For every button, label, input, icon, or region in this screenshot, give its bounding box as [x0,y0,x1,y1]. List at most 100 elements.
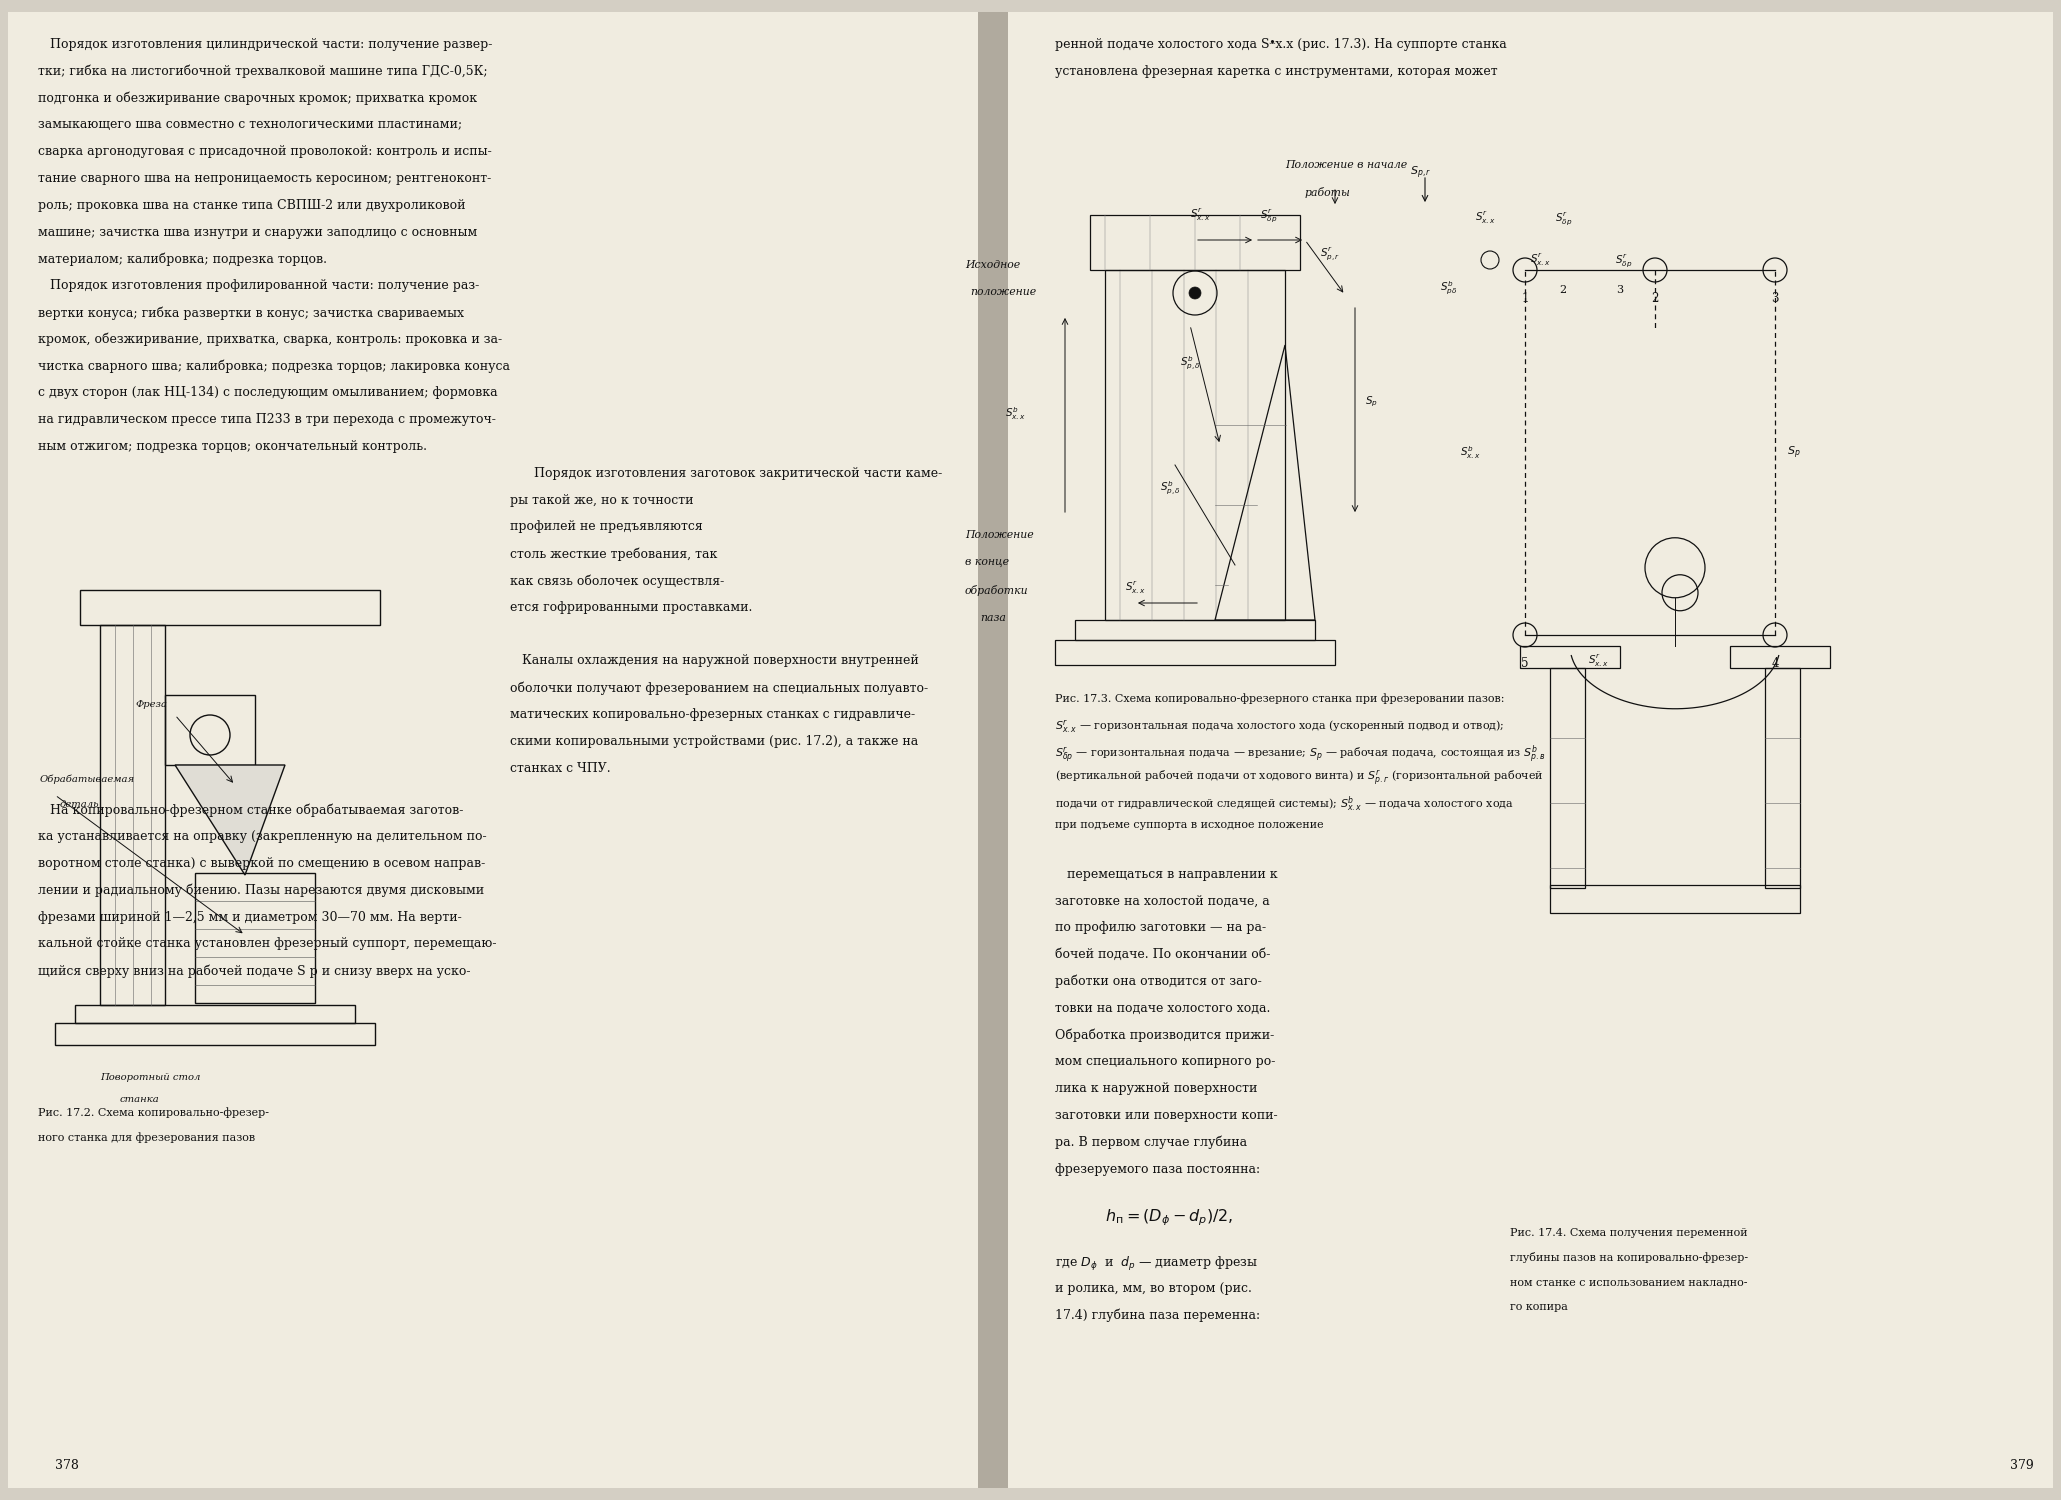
Text: лении и радиальному биению. Пазы нарезаются двумя дисковыми: лении и радиальному биению. Пазы нарезаю… [37,884,484,897]
Bar [8,12,979,1488]
Text: Фреза: Фреза [136,700,167,709]
Bar [1105,270,1284,620]
Text: кромок, обезжиривание, прихватка, сварка, контроль: проковка и за-: кромок, обезжиривание, прихватка, сварка… [37,333,503,346]
Bar [1764,668,1799,888]
Text: заготовки или поверхности копи-: заготовки или поверхности копи- [1055,1108,1278,1122]
Text: мом специального копирного ро-: мом специального копирного ро- [1055,1056,1276,1068]
Text: работки она отводится от заго-: работки она отводится от заго- [1055,975,1261,988]
Text: столь жесткие требования, так: столь жесткие требования, так [509,548,717,561]
Text: $S_{p,r}$: $S_{p,r}$ [1410,165,1432,182]
Text: станка: станка [120,1095,161,1104]
Bar [74,1005,354,1023]
Text: работы: работы [1305,188,1350,198]
Text: $S^r_{\delta p}$: $S^r_{\delta p}$ [1259,207,1278,224]
Text: положение: положение [971,286,1037,297]
Text: замыкающего шва совместно с технологическими пластинами;: замыкающего шва совместно с технологичес… [37,118,462,132]
Text: подгонка и обезжиривание сварочных кромок; прихватка кромок: подгонка и обезжиривание сварочных кромо… [37,92,478,105]
Text: машине; зачистка шва изнутри и снаружи заподлицо с основным: машине; зачистка шва изнутри и снаружи з… [37,225,478,238]
Text: ка устанавливается на оправку (закрепленную на делительном по-: ка устанавливается на оправку (закреплен… [37,830,486,843]
Text: Каналы охлаждения на наружной поверхности внутренней: Каналы охлаждения на наружной поверхност… [509,654,919,668]
Text: фрезеруемого паза постоянна:: фрезеруемого паза постоянна: [1055,1162,1259,1176]
Text: Положение: Положение [965,530,1035,540]
Text: и ролика, мм, во втором (рис.: и ролика, мм, во втором (рис. [1055,1282,1251,1294]
Text: $S^r_{x.x}$: $S^r_{x.x}$ [1125,580,1146,596]
Bar [196,873,315,1004]
Text: в конце: в конце [965,556,1010,567]
Text: ется гофрированными проставками.: ется гофрированными проставками. [509,602,752,613]
Text: ном станке с использованием накладно-: ном станке с использованием накладно- [1511,1276,1748,1287]
Text: 379: 379 [2009,1460,2034,1472]
Text: Рис. 17.2. Схема копировально-фрезер-: Рис. 17.2. Схема копировально-фрезер- [37,1107,270,1118]
Text: Обрабатываемая: Обрабатываемая [39,776,136,784]
Bar [1090,214,1300,270]
Text: при подъеме суппорта в исходное положение: при подъеме суппорта в исходное положени… [1055,821,1323,831]
Text: глубины пазов на копировально-фрезер-: глубины пазов на копировально-фрезер- [1511,1252,1748,1263]
Text: щийся сверху вниз на рабочей подаче S р и снизу вверх на уско-: щийся сверху вниз на рабочей подаче S р … [37,964,470,978]
Text: $S^r_{\delta p}$ — горизонтальная подача — врезание; $S_p$ — рабочая подача, сос: $S^r_{\delta p}$ — горизонтальная подача… [1055,744,1546,766]
Bar [101,626,165,1005]
Text: $S^b_{p,\delta}$: $S^b_{p,\delta}$ [1181,356,1202,372]
Text: $S^r_{x.x}$: $S^r_{x.x}$ [1476,210,1496,226]
Text: роль; проковка шва на станке типа СВПШ-2 или двухроликовой: роль; проковка шва на станке типа СВПШ-2… [37,200,466,211]
Text: товки на подаче холостого хода.: товки на подаче холостого хода. [1055,1002,1270,1016]
Text: Исходное: Исходное [965,260,1020,270]
Bar [1006,12,2053,1488]
Text: Порядок изготовления цилиндрической части: получение развер-: Порядок изготовления цилиндрической част… [37,38,493,51]
Text: (вертикальной рабочей подачи от ходового винта) и $S^r_{p.г}$ (горизонтальной ра: (вертикальной рабочей подачи от ходового… [1055,770,1544,789]
Text: чистка сварного шва; калибровка; подрезка торцов; лакировка конуса: чистка сварного шва; калибровка; подрезк… [37,360,509,374]
Text: ным отжигом; подрезка торцов; окончательный контроль.: ным отжигом; подрезка торцов; окончатель… [37,440,427,453]
Text: заготовке на холостой подаче, а: заготовке на холостой подаче, а [1055,894,1270,908]
Text: как связь оболочек осуществля-: как связь оболочек осуществля- [509,574,723,588]
Text: ного станка для фрезерования пазов: ного станка для фрезерования пазов [37,1132,256,1143]
Text: на гидравлическом прессе типа П233 в три перехода с промежуточ-: на гидравлическом прессе типа П233 в три… [37,413,497,426]
Text: $S^b_{x.x}$: $S^b_{x.x}$ [1459,444,1482,460]
Text: ры такой же, но к точности: ры такой же, но к точности [509,494,692,507]
Text: с двух сторон (лак НЦ-134) с последующим омыливанием; формовка: с двух сторон (лак НЦ-134) с последующим… [37,387,497,399]
Text: материалом; калибровка; подрезка торцов.: материалом; калибровка; подрезка торцов. [37,252,328,266]
Text: $S^b_{p,\delta}$: $S^b_{p,\delta}$ [1160,480,1181,498]
Text: тки; гибка на листогибочной трехвалковой машине типа ГДС-0,5К;: тки; гибка на листогибочной трехвалковой… [37,64,488,78]
Text: $S^b_{p\delta}$: $S^b_{p\delta}$ [1441,280,1457,297]
Text: сварка аргонодуговая с присадочной проволокой: контроль и испы-: сварка аргонодуговая с присадочной прово… [37,146,493,158]
Text: $S^r_{\delta p}$: $S^r_{\delta p}$ [1616,252,1632,268]
Text: $S^r_{x.x}$: $S^r_{x.x}$ [1587,652,1608,669]
Text: 3: 3 [1616,285,1624,296]
Bar [165,694,256,765]
Text: Обработка производится прижи-: Обработка производится прижи- [1055,1029,1274,1042]
Text: $S^r_{\delta p}$: $S^r_{\delta p}$ [1554,210,1573,226]
Bar [1055,640,1336,664]
Text: по профилю заготовки — на ра-: по профилю заготовки — на ра- [1055,921,1265,934]
Bar [56,1023,375,1046]
Text: 17.4) глубина паза переменна:: 17.4) глубина паза переменна: [1055,1310,1259,1323]
Bar [979,12,1008,1488]
Text: $h_{\rm п} = (D_\phi - d_p)/2,$: $h_{\rm п} = (D_\phi - d_p)/2,$ [1105,1208,1232,1228]
Text: скими копировальными устройствами (рис. 17.2), а также на: скими копировальными устройствами (рис. … [509,735,919,748]
Text: 2: 2 [1651,292,1659,304]
Text: станках с ЧПУ.: станках с ЧПУ. [509,762,610,774]
Text: обработки: обработки [965,585,1028,596]
Text: перемещаться в направлении к: перемещаться в направлении к [1055,868,1278,880]
Bar [1521,646,1620,668]
Text: подачи от гидравлической следящей системы); $S^b_{x.x}$ — подача холостого хода: подачи от гидравлической следящей систем… [1055,795,1515,814]
Text: воротном столе станка) с выверкой по смещению в осевом направ-: воротном столе станка) с выверкой по сме… [37,856,484,870]
Text: установлена фрезерная каретка с инструментами, которая может: установлена фрезерная каретка с инструме… [1055,64,1498,78]
Text: ренной подаче холостого хода Sᵜx.x (рис. 17.3). На суппорте станка: ренной подаче холостого хода Sᵜx.x (рис.… [1055,38,1507,51]
Bar [80,590,379,626]
Text: профилей не предъявляются: профилей не предъявляются [509,520,703,534]
Text: паза: паза [979,614,1006,622]
Text: $S^r_{x.x}$: $S^r_{x.x}$ [1529,252,1552,268]
Text: $S_p$: $S_p$ [1364,394,1379,410]
Text: Рис. 17.4. Схема получения переменной: Рис. 17.4. Схема получения переменной [1511,1228,1748,1238]
Text: Поворотный стол: Поворотный стол [101,1072,200,1082]
Text: $S^b_{x.x}$: $S^b_{x.x}$ [1006,405,1026,422]
Polygon shape [175,765,284,874]
Text: 5: 5 [1521,657,1529,670]
Text: 2: 2 [1560,285,1566,296]
Text: $S^r_{x.x}$: $S^r_{x.x}$ [1189,207,1212,224]
Text: 3: 3 [1770,292,1779,304]
Text: 378: 378 [56,1460,78,1472]
Text: лика к наружной поверхности: лика к наружной поверхности [1055,1082,1257,1095]
Text: бочей подаче. По окончании об-: бочей подаче. По окончании об- [1055,948,1270,962]
Text: 4: 4 [1770,657,1779,670]
Text: Порядок изготовления заготовок закритической части каме-: Порядок изготовления заготовок закритиче… [509,466,942,480]
